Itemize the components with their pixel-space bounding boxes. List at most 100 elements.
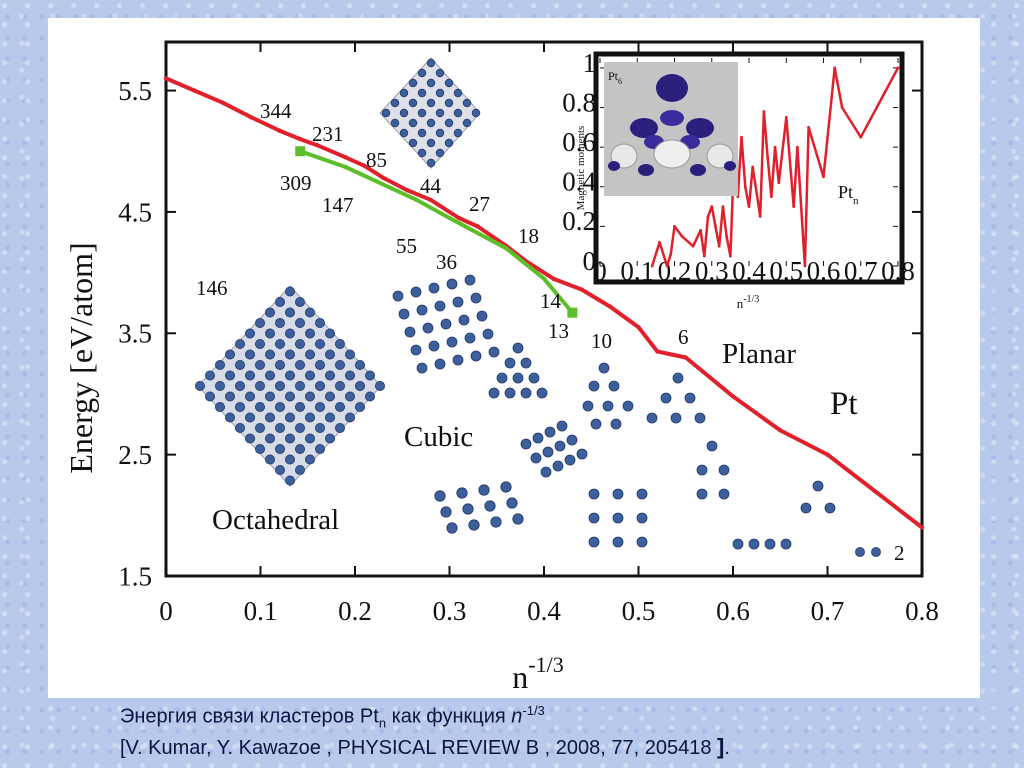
atom-ball — [435, 108, 445, 118]
atom-ball — [294, 317, 305, 328]
atom-ball — [214, 380, 225, 391]
inset-series-0-point — [702, 254, 706, 258]
atom-ball — [244, 391, 255, 402]
atom-ball — [636, 536, 648, 548]
atom-ball — [504, 357, 516, 369]
atom-ball — [324, 349, 335, 360]
main-series-0-point — [607, 304, 613, 309]
annotation-344: 344 — [260, 99, 292, 123]
inset-series-0-point — [680, 234, 684, 238]
atom-ball — [284, 475, 295, 486]
annotation-18: 18 — [518, 224, 539, 248]
inset-series-0-point — [669, 252, 673, 256]
atom-ball — [284, 307, 295, 318]
atom-ball — [453, 128, 463, 138]
atom-ball — [314, 422, 325, 433]
atom-ball — [871, 547, 881, 557]
main-y-tick-labels: 1.5 2.5 3.5 4.5 5.5 — [118, 76, 152, 591]
main-series-1-point — [541, 276, 547, 281]
atom-ball — [284, 454, 295, 465]
atom-ball — [453, 108, 463, 118]
size-annotations: 344 231 85 309 147 44 27 18 55 36 14 13 … — [196, 99, 905, 565]
caption-superscript: -1/3 — [522, 703, 545, 718]
inset-series — [650, 66, 900, 268]
atom-ball — [314, 338, 325, 349]
octahedral-cluster-illustration-top — [379, 57, 481, 169]
caption-subscript: n — [378, 715, 387, 731]
atom-ball — [294, 338, 305, 349]
atom-ball — [254, 401, 265, 412]
inset-x-axis-label: n-1/3 — [737, 294, 760, 311]
atom-ball — [194, 380, 205, 391]
main-x-tick-label: 0.7 — [811, 596, 845, 626]
atom-ball — [234, 422, 245, 433]
atom-ball — [399, 108, 409, 118]
atom-ball — [520, 387, 532, 399]
atom-ball — [392, 290, 404, 302]
atom-ball — [274, 380, 285, 391]
atom-ball — [274, 317, 285, 328]
atom-ball — [422, 322, 434, 334]
atom-ball — [264, 412, 275, 423]
inset-series-0-point — [665, 264, 669, 268]
atom-ball — [612, 488, 624, 500]
atom-ball — [224, 370, 235, 381]
atom-ball — [381, 108, 391, 118]
atom-ball — [446, 278, 458, 290]
atom-ball — [602, 400, 614, 412]
caption-line-2: [V. Kumar, Y. Kawazoe , PHYSICAL REVIEW … — [120, 734, 730, 760]
atom-ball — [520, 357, 532, 369]
inset-series-0-point — [691, 244, 695, 248]
y-axis-label: Energy [eV/atom] — [63, 242, 99, 473]
annotation-36: 36 — [436, 250, 457, 274]
atom-ball — [214, 359, 225, 370]
atom-ball — [204, 391, 215, 402]
caption-end: . — [724, 737, 730, 759]
atom-ball — [528, 372, 540, 384]
caption-bracket: ] — [717, 734, 725, 759]
atom-ball — [284, 433, 295, 444]
atom-ball — [732, 538, 744, 550]
region-label-octahedral: Octahedral — [212, 504, 339, 536]
inset-y-tick-labels: 0 0.2 0.4 0.6 0.8 1 — [562, 48, 596, 276]
annotation-147: 147 — [322, 193, 354, 217]
atom-ball — [490, 516, 502, 528]
atom-ball — [264, 370, 275, 381]
atom-ball — [694, 412, 706, 424]
atom-ball — [496, 372, 508, 384]
inset-y-axis-label: Magnetic moments — [575, 126, 587, 211]
atom-ball — [399, 128, 409, 138]
inset-chart: 0 0.1 0.2 0.3 0.4 0.5 0.6 0.7 0.8 00.20.40.60.81… — [562, 48, 915, 311]
atom-ball — [824, 502, 836, 514]
atom-ball — [536, 387, 548, 399]
atom-ball — [234, 338, 245, 349]
atom-ball — [274, 422, 285, 433]
atom-ball — [426, 58, 436, 68]
annotation-231: 231 — [312, 122, 344, 146]
atom-ball — [588, 512, 600, 524]
atom-ball — [458, 314, 470, 326]
atom-ball — [334, 359, 345, 370]
main-x-tick-label: 0.3 — [433, 596, 467, 626]
atom-ball — [284, 391, 295, 402]
annotation-85: 85 — [366, 148, 387, 172]
inset-series-0-point — [721, 205, 725, 208]
atom-ball — [672, 372, 684, 384]
atom-ball — [324, 412, 335, 423]
inset-series-0-point — [729, 254, 732, 258]
atom-ball — [478, 484, 490, 496]
atom-ball — [344, 391, 355, 402]
atom-ball — [452, 296, 464, 308]
atom-ball — [264, 349, 275, 360]
atom-ball — [566, 434, 578, 446]
atom-ball — [440, 318, 452, 330]
atom-ball — [234, 401, 245, 412]
atom-ball — [444, 98, 454, 108]
atom-ball — [446, 522, 458, 534]
inset-series-0-point — [743, 185, 747, 189]
atom-ball — [426, 138, 436, 148]
atom-ball — [344, 370, 355, 381]
atom-ball — [364, 391, 375, 402]
atom-ball — [404, 326, 416, 338]
region-label-cubic: Cubic — [404, 421, 473, 453]
